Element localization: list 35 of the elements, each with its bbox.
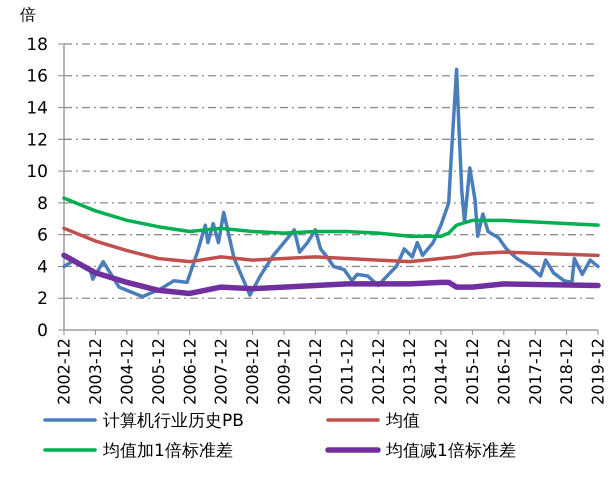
y-tick-label: 16	[26, 66, 48, 87]
x-tick-label: 2016-12	[494, 338, 514, 405]
line-series	[62, 196, 600, 238]
x-tick-label: 2002-12	[54, 338, 74, 405]
legend-label: 均值减1倍标准差	[385, 441, 516, 461]
y-tick-label: 12	[26, 130, 48, 150]
y-tick-label: 2	[37, 289, 48, 310]
x-tick-label: 2005-12	[148, 338, 168, 405]
x-tick-label: 2010-12	[306, 338, 325, 405]
x-tick-label: 2013-12	[400, 338, 420, 405]
x-tick-label: 2006-12	[180, 338, 200, 405]
x-tick-label: 2012-12	[368, 338, 388, 405]
x-tick-label: 2008-12	[243, 338, 262, 405]
x-tick-label: 2019-12	[588, 338, 608, 405]
y-tick-label: 0	[37, 320, 48, 341]
line-series	[62, 226, 600, 264]
x-tick-label: 2007-12	[212, 338, 231, 405]
legend-label: 均值加1倍标准差	[102, 441, 233, 461]
x-tick-label: 2009-12	[274, 338, 294, 405]
x-tick-label: 2015-12	[462, 338, 482, 405]
y-tick-label: 18	[26, 34, 48, 55]
y-tick-label: 10	[26, 162, 48, 182]
x-tick-label: 2014-12	[432, 338, 451, 405]
y-tick-label: 6	[37, 226, 48, 246]
y-axis-title: 倍	[20, 5, 36, 24]
legend-label: 计算机行业历史PB	[103, 411, 244, 431]
y-tick-label: 8	[37, 194, 48, 214]
x-tick-label: 2018-12	[557, 338, 576, 405]
y-tick-label: 4	[37, 257, 48, 278]
x-tick-label: 2017-12	[526, 338, 545, 405]
x-tick-label: 2004-12	[117, 338, 136, 405]
legend-label: 均值	[385, 411, 420, 431]
x-tick-label: 2011-12	[337, 338, 356, 405]
x-tick-label: 2003-12	[86, 338, 105, 405]
y-tick-label: 14	[26, 98, 48, 119]
